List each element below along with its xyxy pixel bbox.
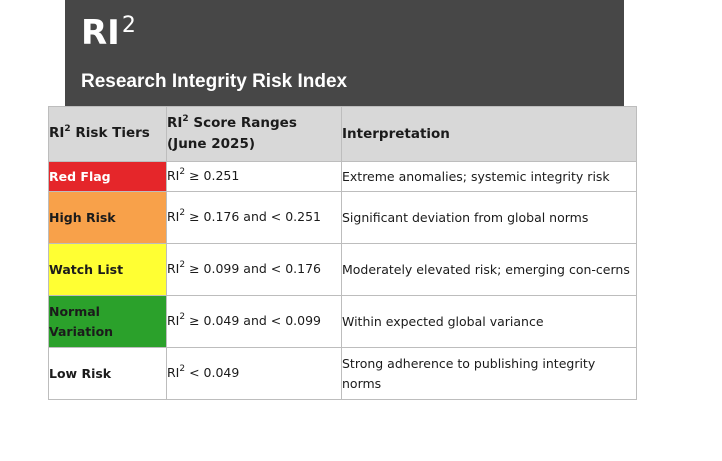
range-cell: RI2 ≥ 0.049 and < 0.099 (166, 295, 342, 348)
range-cell: RI2 ≥ 0.251 (166, 161, 342, 192)
logo-sup: 2 (121, 13, 136, 38)
interpretation-cell: Significant deviation from global norms (341, 191, 637, 244)
risk-tiers-table: RI2 Risk Tiers RI2 Score Ranges (June 20… (48, 106, 637, 400)
tier-cell: Normal Variation (48, 295, 167, 348)
interpretation-cell: Extreme anomalies; systemic integrity ri… (341, 161, 637, 192)
table-row: Watch List RI2 ≥ 0.099 and < 0.176 Moder… (48, 243, 637, 296)
range-cell: RI2 ≥ 0.176 and < 0.251 (166, 191, 342, 244)
header-interpretation: Interpretation (341, 106, 637, 162)
table-row: Red Flag RI2 ≥ 0.251 Extreme anomalies; … (48, 161, 637, 192)
range-cell: RI2 < 0.049 (166, 347, 342, 400)
tier-cell: Watch List (48, 243, 167, 296)
tier-cell: High Risk (48, 191, 167, 244)
interpretation-cell: Strong adherence to publishing integrity… (341, 347, 637, 400)
interpretation-cell: Moderately elevated risk; emerging con-c… (341, 243, 637, 296)
header-risk-tiers: RI2 Risk Tiers (48, 106, 167, 162)
logo-ri2: RI2 (81, 13, 136, 53)
table-row: Low Risk RI2 < 0.049 Strong adherence to… (48, 347, 637, 400)
header-score-ranges: RI2 Score Ranges (June 2025) (166, 106, 342, 162)
interpretation-cell: Within expected global variance (341, 295, 637, 348)
header-banner: RI2 Research Integrity Risk Index (65, 0, 624, 106)
table-row: Normal Variation RI2 ≥ 0.049 and < 0.099… (48, 295, 637, 348)
logo-main: RI (81, 13, 120, 53)
tier-cell: Low Risk (48, 347, 167, 400)
tier-cell: Red Flag (48, 161, 167, 192)
table-header-row: RI2 Risk Tiers RI2 Score Ranges (June 20… (48, 106, 637, 162)
table-row: High Risk RI2 ≥ 0.176 and < 0.251 Signif… (48, 191, 637, 244)
page-subtitle: Research Integrity Risk Index (81, 71, 348, 92)
range-cell: RI2 ≥ 0.099 and < 0.176 (166, 243, 342, 296)
